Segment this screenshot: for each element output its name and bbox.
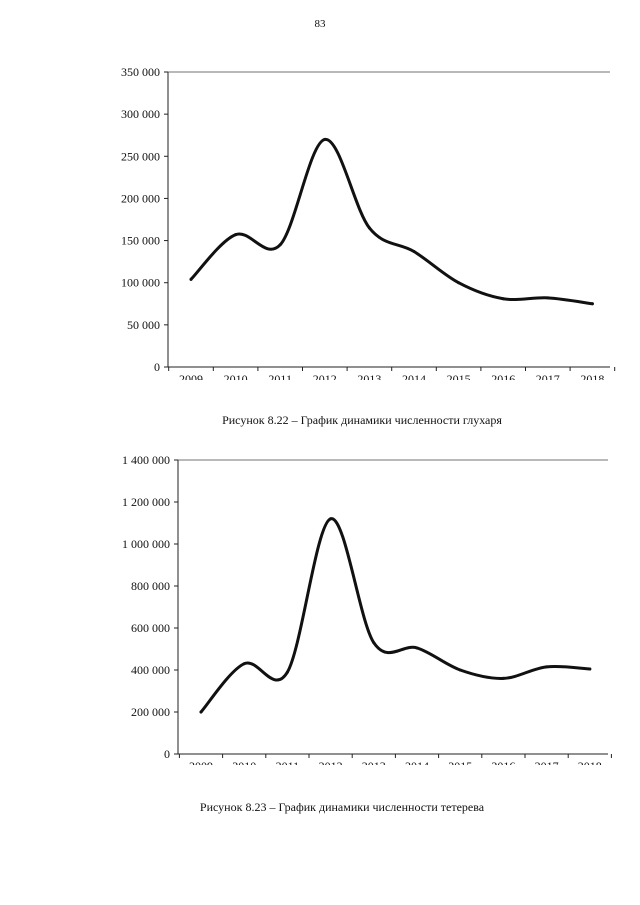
x-tick-label: 2012 — [319, 759, 343, 765]
x-tick-label: 2015 — [448, 759, 472, 765]
x-tick-label: 2011 — [268, 372, 292, 380]
series-line — [199, 517, 592, 714]
y-tick-label: 0 — [154, 360, 160, 374]
y-tick-label: 300 000 — [121, 107, 160, 121]
y-tick-label: 1 000 000 — [122, 537, 170, 551]
data-point — [546, 296, 550, 300]
x-tick-label: 2014 — [402, 372, 426, 380]
figure-caption-8-22: Рисунок 8.22 – График динамики численнос… — [222, 413, 502, 427]
data-point — [457, 281, 461, 285]
y-tick-label: 1 200 000 — [122, 495, 170, 509]
x-tick-label: 2015 — [447, 372, 471, 380]
data-point — [285, 670, 289, 674]
y-tick-label: 800 000 — [131, 579, 170, 593]
x-tick-label: 2018 — [580, 372, 604, 380]
data-point — [501, 297, 505, 301]
y-tick-label: 0 — [164, 747, 170, 761]
data-point — [372, 641, 376, 645]
x-tick-label: 2014 — [405, 759, 429, 765]
data-point — [412, 250, 416, 254]
x-tick-label: 2013 — [357, 372, 381, 380]
series-line — [189, 137, 594, 306]
x-tick-label: 2012 — [313, 372, 337, 380]
data-point — [329, 517, 333, 521]
data-point — [501, 676, 505, 680]
data-point — [588, 667, 592, 671]
x-tick-label: 2013 — [362, 759, 386, 765]
black-grouse-chart: 0 200 000 400 000 600 000 800 000 1 000 000 1 … — [0, 445, 640, 788]
x-tick-label: 2009 — [189, 759, 213, 765]
data-point — [199, 710, 203, 714]
data-point — [242, 662, 246, 666]
data-point — [590, 302, 594, 306]
y-tick-label: 100 000 — [121, 276, 160, 290]
page-number: 83 — [314, 18, 326, 30]
x-tick-label: 2017 — [536, 372, 560, 380]
black-grouse-chart-svg: 0 200 000 400 000 600 000 800 000 1 000 000 1 … — [122, 453, 612, 788]
y-tick-label: 600 000 — [131, 621, 170, 635]
x-tick-label: 2018 — [578, 759, 602, 765]
x-tick-label: 2016 — [491, 759, 515, 765]
data-point — [278, 243, 282, 247]
x-tick-label: 2016 — [491, 372, 515, 380]
data-point — [545, 665, 549, 669]
data-point — [458, 668, 462, 672]
data-point — [367, 226, 371, 230]
y-tick-label: 200 000 — [131, 705, 170, 719]
y-tick-label: 150 000 — [121, 234, 160, 248]
x-tick-label: 2010 — [232, 759, 256, 765]
y-tick-label: 350 000 — [121, 65, 160, 79]
data-point — [189, 277, 193, 281]
y-tick-label: 400 000 — [131, 663, 170, 677]
y-tick-label: 250 000 — [121, 149, 160, 163]
x-tick-label: 2010 — [224, 372, 248, 380]
data-point — [323, 137, 327, 141]
x-tick-label: 2011 — [276, 759, 300, 765]
figure-caption-8-23: Рисунок 8.23 – График динамики численнос… — [199, 800, 485, 814]
y-tick-label: 50 000 — [127, 318, 160, 332]
data-point — [415, 646, 419, 650]
y-tick-label: 200 000 — [121, 191, 160, 205]
data-point — [234, 233, 238, 237]
x-tick-label: 2009 — [179, 372, 203, 380]
capercaillie-chart: 0 50 000 100 000 150 000 200 000 250 000 300 0… — [0, 60, 640, 401]
y-tick-label: 1 400 000 — [122, 453, 170, 467]
x-tick-label: 2017 — [535, 759, 559, 765]
capercaillie-chart-svg: 0 50 000 100 000 150 000 200 000 250 000 300 0… — [121, 65, 616, 401]
